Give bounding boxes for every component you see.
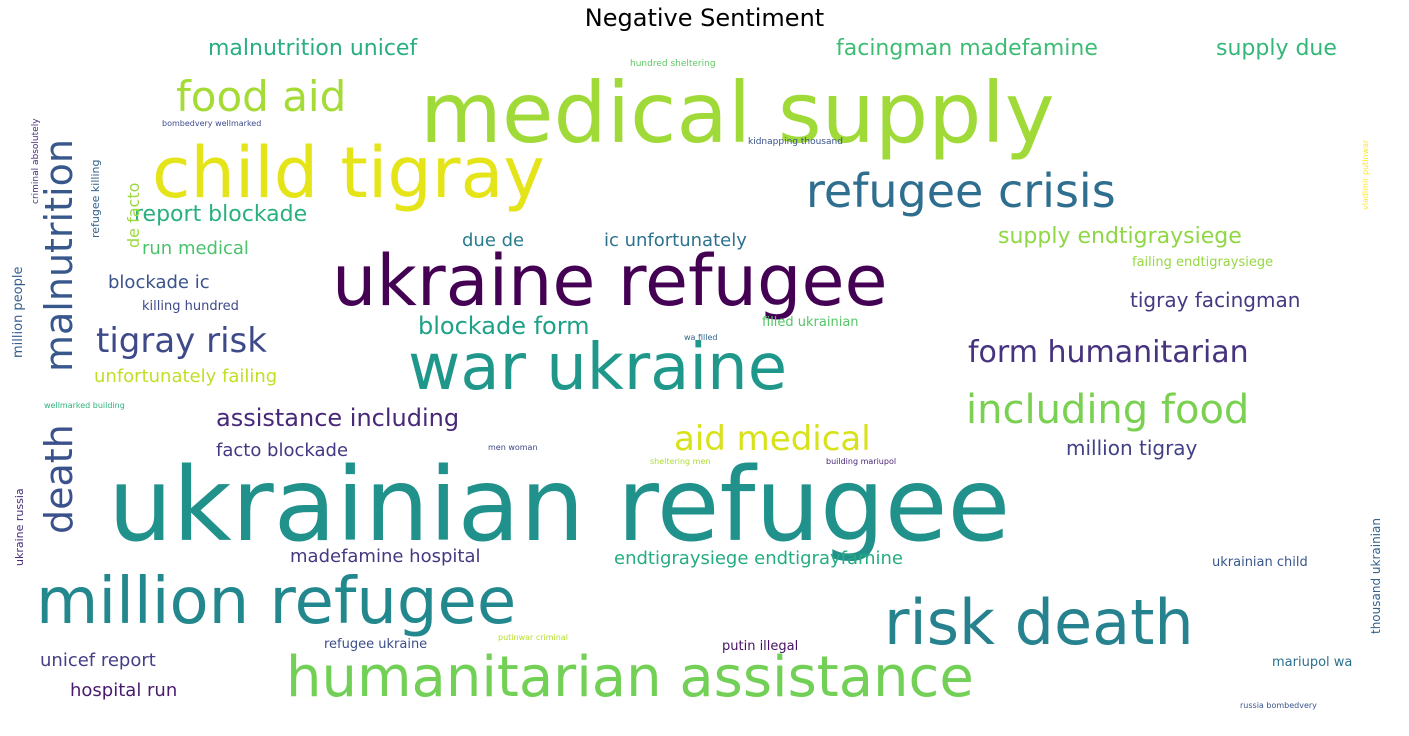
word-including-food: including food [966, 387, 1250, 433]
word-supply-endtigraysiege: supply endtigraysiege [998, 224, 1242, 249]
word-hundred-sheltering: hundred sheltering [630, 59, 716, 69]
word-cloud: ukrainian refugee medical supply ukraine… [10, 34, 1403, 731]
word-malnutrition-unicef: malnutrition unicef [208, 36, 418, 61]
word-ukraine-refugee: ukraine refugee [332, 240, 888, 322]
word-putinwar-criminal: putinwar criminal [498, 633, 568, 642]
word-wa-filled: wa filled [684, 333, 718, 342]
word-putin-illegal: putin illegal [722, 639, 799, 654]
word-child-tigray: child tigray [152, 132, 545, 214]
word-failing-endtigraysiege: failing endtigraysiege [1132, 255, 1274, 270]
word-million-people: million people [11, 266, 26, 358]
word-risk-death: risk death [884, 586, 1194, 659]
word-wellmarked-building: wellmarked building [44, 401, 125, 410]
word-supply-due: supply due [1216, 36, 1337, 61]
word-refugee-ukraine: refugee ukraine [324, 637, 428, 652]
word-ukrainian-refugee: ukrainian refugee [108, 446, 1011, 565]
word-humanitarian-assistance: humanitarian assistance [286, 645, 974, 710]
word-facingman-madefamine: facingman madefamine [836, 36, 1098, 61]
word-form-humanitarian: form humanitarian [968, 335, 1249, 370]
word-food-aid: food aid [176, 72, 347, 121]
word-blockade-form: blockade form [418, 312, 590, 340]
word-due-de: due de [462, 230, 525, 251]
word-kidnapping-thousand: kidnapping thousand [748, 137, 843, 147]
word-million-refugee: million refugee [36, 565, 517, 639]
word-ic-unfortunately: ic unfortunately [604, 230, 747, 251]
word-medical-supply: medical supply [420, 64, 1055, 162]
word-ukraine-russia: ukraine russia [13, 488, 26, 566]
word-aid-medical: aid medical [674, 419, 871, 459]
word-blockade-ic: blockade ic [108, 272, 210, 293]
word-million-tigray: million tigray [1066, 436, 1198, 460]
word-report-blockade: report blockade [134, 202, 308, 227]
word-thousand-ukrainian: thousand ukrainian [1369, 518, 1383, 634]
word-war-ukraine: war ukraine [408, 331, 788, 405]
word-ukrainian-child: ukrainian child [1212, 555, 1308, 570]
word-hospital-run: hospital run [70, 680, 178, 701]
word-criminal-absolutely: criminal absolutely [31, 118, 41, 204]
word-killing-hundred: killing hundred [142, 299, 239, 314]
word-sheltering-men: sheltering men [650, 457, 711, 466]
word-unicef-report: unicef report [40, 650, 156, 671]
word-madefamine-hospital: madefamine hospital [290, 546, 481, 567]
word-refugee-killing: refugee killing [89, 159, 102, 238]
word-tigray-risk: tigray risk [96, 321, 267, 361]
word-men-woman: men woman [488, 443, 538, 452]
word-endtigraysiege-endtigrayfamine: endtigraysiege endtigrayfamine [614, 548, 904, 569]
word-bombedvery-wellmarked: bombedvery wellmarked [162, 119, 262, 128]
word-filled-ukrainian: filled ukrainian [762, 315, 859, 330]
word-malnutrition: malnutrition [37, 139, 81, 372]
word-death: death [37, 424, 81, 534]
word-facto-blockade: facto blockade [216, 440, 349, 461]
word-building-mariupol: building mariupol [826, 457, 897, 466]
chart-title: Negative Sentiment [584, 4, 825, 32]
word-assistance-including: assistance including [216, 404, 460, 432]
word-russia-bombedvery: russia bombedvery [1240, 701, 1317, 710]
word-de-facto: de facto [124, 182, 143, 248]
word-run-medical: run medical [142, 238, 249, 259]
word-mariupol-wa: mariupol wa [1272, 655, 1353, 670]
word-vladimir-putinwar: vladimir putinwar [1361, 139, 1370, 210]
word-tigray-facingman: tigray facingman [1130, 288, 1301, 312]
word-refugee-crisis: refugee crisis [806, 164, 1116, 218]
word-unfortunately-failing: unfortunately failing [94, 366, 278, 387]
